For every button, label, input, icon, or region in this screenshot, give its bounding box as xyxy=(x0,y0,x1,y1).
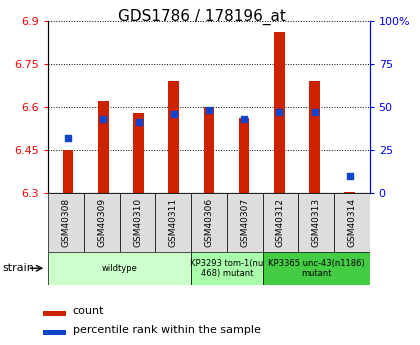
Text: percentile rank within the sample: percentile rank within the sample xyxy=(73,325,261,335)
Bar xyxy=(43,330,66,335)
Text: GSM40312: GSM40312 xyxy=(276,198,285,247)
Text: count: count xyxy=(73,306,105,316)
Bar xyxy=(298,193,334,252)
Bar xyxy=(344,192,355,193)
Text: KP3365 unc-43(n1186)
mutant: KP3365 unc-43(n1186) mutant xyxy=(268,258,365,278)
Text: wildtype: wildtype xyxy=(102,264,138,273)
Bar xyxy=(133,113,144,193)
Text: KP3293 tom-1(nu
468) mutant: KP3293 tom-1(nu 468) mutant xyxy=(190,258,263,278)
Point xyxy=(311,109,318,115)
Point xyxy=(206,108,213,113)
Bar xyxy=(48,193,84,252)
Point xyxy=(135,120,142,125)
Text: GSM40307: GSM40307 xyxy=(240,198,249,247)
Bar xyxy=(239,118,249,193)
Text: GDS1786 / 178196_at: GDS1786 / 178196_at xyxy=(118,9,286,25)
Bar xyxy=(262,252,370,285)
Text: strain: strain xyxy=(2,263,34,273)
Point xyxy=(171,111,177,117)
Bar xyxy=(191,252,262,285)
Bar xyxy=(262,193,298,252)
Text: GSM40309: GSM40309 xyxy=(97,198,106,247)
Bar xyxy=(120,193,155,252)
Point xyxy=(65,135,71,141)
Point xyxy=(241,116,247,122)
Bar xyxy=(43,311,66,316)
Bar xyxy=(191,193,227,252)
Bar xyxy=(98,101,109,193)
Bar xyxy=(274,32,285,193)
Point xyxy=(346,173,353,179)
Text: GSM40311: GSM40311 xyxy=(169,198,178,247)
Bar xyxy=(84,193,120,252)
Bar xyxy=(309,81,320,193)
Bar xyxy=(63,150,74,193)
Text: GSM40314: GSM40314 xyxy=(347,198,356,247)
Text: GSM40306: GSM40306 xyxy=(205,198,213,247)
Bar xyxy=(168,81,179,193)
Bar xyxy=(155,193,191,252)
Text: GSM40313: GSM40313 xyxy=(312,198,320,247)
Point xyxy=(276,109,283,115)
Bar xyxy=(48,252,191,285)
Bar xyxy=(334,193,370,252)
Text: GSM40308: GSM40308 xyxy=(62,198,71,247)
Bar xyxy=(227,193,262,252)
Bar xyxy=(204,107,214,193)
Point xyxy=(100,116,107,122)
Text: GSM40310: GSM40310 xyxy=(133,198,142,247)
